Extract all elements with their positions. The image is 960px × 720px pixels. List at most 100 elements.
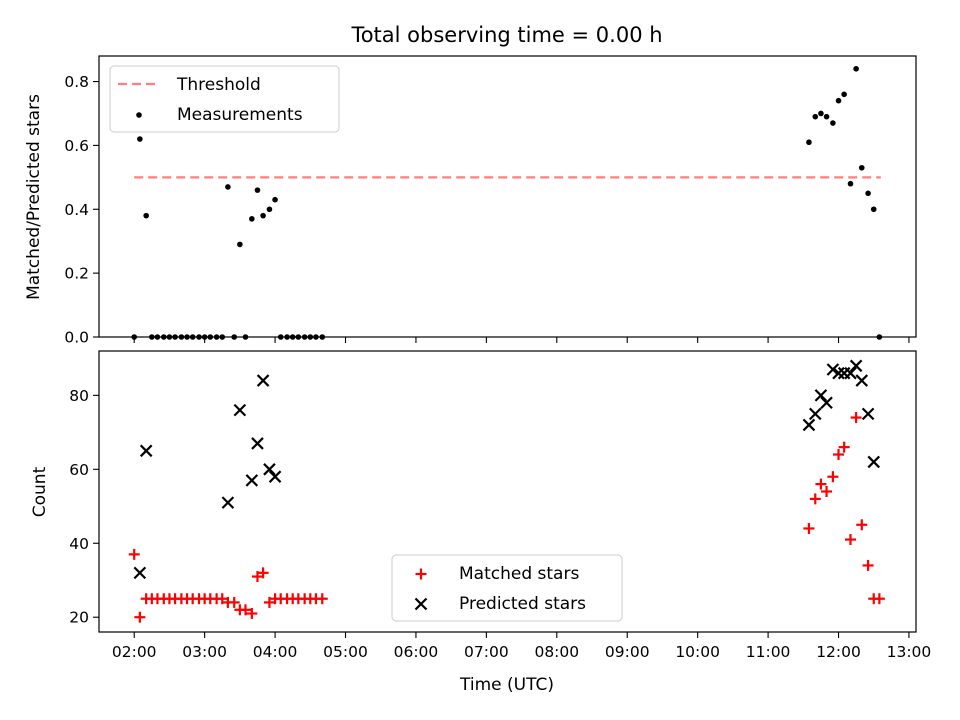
measurement-point bbox=[143, 212, 149, 219]
bottom-legend: Matched stars Predicted stars bbox=[391, 554, 623, 622]
matched-star-point bbox=[263, 596, 275, 608]
matched-star-point bbox=[216, 593, 228, 605]
top-y-tick-label: 0.4 bbox=[64, 201, 89, 219]
bottom-y-tick-label: 60 bbox=[69, 461, 89, 479]
legend-plus-marker bbox=[415, 568, 427, 580]
bottom-x-tick-label: 08:00 bbox=[534, 643, 579, 661]
matched-star-point bbox=[134, 611, 146, 623]
matched-star-point bbox=[239, 604, 251, 616]
predicted-star-point bbox=[855, 374, 869, 387]
measurement-point bbox=[254, 187, 261, 193]
measurement-point bbox=[225, 184, 231, 190]
measurement-point bbox=[266, 206, 273, 213]
measurement-point bbox=[823, 113, 830, 120]
bottom-plot-area bbox=[128, 359, 885, 623]
predicted-star-point bbox=[826, 363, 840, 376]
bottom-x-tick-label: 12:00 bbox=[816, 643, 861, 661]
bottom-x-tick-label: 02:00 bbox=[112, 643, 157, 661]
measurement-point bbox=[841, 91, 847, 98]
top-plot-area bbox=[131, 65, 883, 340]
matched-star-point bbox=[246, 608, 258, 620]
bottom-x-tick-label: 11:00 bbox=[746, 643, 791, 661]
matched-star-point bbox=[844, 534, 856, 546]
bottom-x-axis: 02:00 03:00 04:00 05:00 06:00 07:00 08:00 09:00… bbox=[112, 632, 931, 661]
bottom-y-tick-label: 40 bbox=[69, 535, 89, 553]
measurement-point bbox=[272, 196, 278, 203]
legend-threshold-label: Threshold bbox=[176, 75, 261, 95]
matched-star-point bbox=[873, 593, 885, 605]
predicted-star-point bbox=[263, 463, 276, 476]
bottom-y-axis-label: Count bbox=[30, 466, 50, 517]
bottom-x-tick-label: 05:00 bbox=[323, 643, 368, 661]
bottom-x-tick-label: 09:00 bbox=[605, 643, 650, 661]
predicted-star-point bbox=[139, 444, 153, 458]
legend-x-marker bbox=[414, 597, 428, 611]
matched-star-point bbox=[128, 548, 140, 560]
top-y-axis: 0.0 0.2 0.4 0.6 0.8 bbox=[64, 73, 99, 347]
predicted-star-point bbox=[867, 455, 881, 469]
top-y-tick-label: 0.8 bbox=[64, 73, 89, 91]
matched-star-point bbox=[862, 559, 874, 571]
predicted-star-point bbox=[256, 374, 270, 387]
legend-matched-label: Matched stars bbox=[459, 564, 579, 584]
bottom-legend-box bbox=[391, 554, 623, 622]
legend-measurements-label: Measurements bbox=[177, 105, 303, 125]
predicted-star-point bbox=[820, 396, 833, 410]
matched-star-point bbox=[833, 449, 845, 461]
predicted-star-point bbox=[251, 437, 264, 450]
measurement-point bbox=[870, 206, 877, 213]
bottom-x-tick-label: 13:00 bbox=[887, 643, 932, 661]
matched-star-point bbox=[821, 486, 833, 497]
measurement-point bbox=[237, 241, 243, 248]
measurement-point bbox=[830, 120, 836, 126]
matched-star-point bbox=[856, 519, 868, 531]
matched-star-point bbox=[838, 441, 850, 453]
measurement-point bbox=[847, 180, 854, 187]
matched-star-point bbox=[251, 571, 263, 583]
bottom-x-axis-label: Time (UTC) bbox=[459, 675, 554, 695]
top-legend-box bbox=[109, 65, 340, 133]
matched-star-point bbox=[850, 412, 862, 424]
legend-measurements-swatch bbox=[136, 112, 142, 118]
bottom-y-tick-label: 80 bbox=[69, 387, 89, 405]
measurement-point bbox=[260, 212, 266, 219]
bottom-axes-frame bbox=[98, 350, 917, 633]
bottom-x-tick-label: 07:00 bbox=[464, 643, 509, 661]
legend-predicted-label: Predicted stars bbox=[459, 594, 586, 614]
predicted-star-point bbox=[809, 407, 822, 421]
predicted-star-point bbox=[832, 366, 845, 380]
bottom-x-tick-label: 10:00 bbox=[675, 643, 720, 661]
predicted-star-point bbox=[849, 359, 863, 373]
bottom-x-tick-label: 06:00 bbox=[394, 643, 439, 661]
measurement-point bbox=[853, 65, 859, 72]
top-y-tick-label: 0.0 bbox=[64, 329, 89, 347]
bottom-y-axis: 20 40 60 80 bbox=[69, 387, 99, 627]
matched-star-point bbox=[827, 471, 839, 483]
measurement-point bbox=[249, 216, 255, 222]
top-y-axis-label: Matched/Predicted stars bbox=[24, 94, 44, 300]
bottom-y-tick-label: 20 bbox=[69, 609, 89, 627]
matched-star-point bbox=[815, 478, 827, 490]
matched-star-point bbox=[809, 493, 821, 505]
measurement-point bbox=[137, 136, 143, 142]
measurement-point bbox=[858, 164, 865, 171]
matched-star-point bbox=[228, 596, 240, 608]
matched-star-point bbox=[257, 567, 269, 579]
measurement-point bbox=[806, 139, 812, 146]
legend-matched-swatch bbox=[415, 568, 427, 580]
predicted-star-point bbox=[268, 470, 282, 483]
predicted-star-point bbox=[133, 566, 147, 580]
predicted-star-point bbox=[802, 418, 816, 432]
legend-predicted-swatch bbox=[414, 597, 428, 611]
predicted-star-point bbox=[814, 389, 828, 402]
top-x-ticks bbox=[133, 337, 910, 343]
top-y-tick-label: 0.6 bbox=[64, 137, 89, 155]
predicted-star-point bbox=[233, 403, 247, 417]
predicted-star-point bbox=[245, 474, 259, 487]
bottom-x-tick-label: 03:00 bbox=[182, 643, 227, 661]
matched-star-point bbox=[316, 593, 328, 605]
predicted-star-point bbox=[861, 407, 875, 421]
bottom-x-tick-label: 04:00 bbox=[253, 643, 298, 661]
top-y-tick-label: 0.2 bbox=[64, 265, 89, 283]
